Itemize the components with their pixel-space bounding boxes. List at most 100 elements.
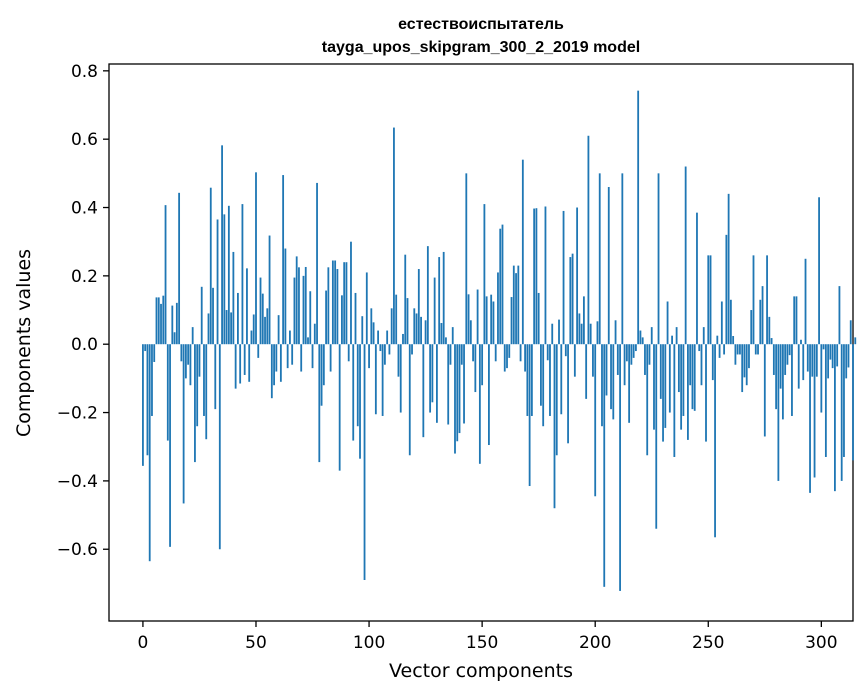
bar: [621, 173, 624, 345]
y-tick-label: 0.6: [71, 130, 98, 150]
bar: [569, 257, 572, 345]
bar: [784, 344, 787, 375]
bar: [659, 344, 662, 399]
bar: [169, 344, 171, 547]
bar: [257, 344, 260, 358]
bar: [246, 268, 248, 345]
bar: [635, 344, 637, 352]
bar: [383, 344, 386, 365]
bar: [546, 344, 549, 361]
bar: [696, 212, 698, 345]
bar: [668, 344, 671, 413]
bar: [800, 339, 802, 345]
bar: [777, 344, 780, 481]
bar: [160, 303, 162, 345]
bar: [675, 327, 678, 345]
bar: [757, 344, 759, 355]
bar: [227, 205, 230, 345]
bar: [293, 277, 296, 345]
bar: [166, 344, 169, 441]
bar: [499, 228, 502, 345]
bar: [521, 159, 524, 345]
bar: [691, 344, 694, 410]
bar: [582, 296, 585, 345]
bar: [653, 344, 655, 430]
bar: [524, 344, 526, 372]
bar: [727, 193, 730, 345]
bar: [625, 344, 628, 362]
bar: [687, 344, 689, 440]
bar: [845, 344, 848, 379]
bar: [490, 294, 493, 345]
bar: [530, 344, 533, 416]
chart-title-line2: tayga_upos_skipgram_300_2_2019 model: [322, 39, 640, 56]
bar: [268, 235, 271, 345]
bar: [225, 310, 228, 345]
bar: [313, 323, 316, 345]
bar: [711, 344, 714, 381]
bar: [203, 344, 205, 416]
bar: [739, 344, 741, 355]
bar: [298, 267, 300, 345]
bar: [772, 344, 775, 375]
bar: [673, 344, 676, 457]
bar: [718, 344, 721, 358]
bars-group: [142, 90, 857, 591]
y-tick-label: 0.8: [71, 62, 98, 82]
bar: [411, 344, 413, 355]
bar: [775, 344, 778, 410]
bar: [650, 327, 653, 345]
bar: [343, 262, 346, 345]
plot-area: [108, 63, 854, 622]
bar: [424, 320, 427, 345]
bar: [754, 344, 757, 355]
bar: [331, 260, 334, 345]
bar: [698, 344, 701, 352]
bar: [485, 296, 488, 345]
y-tick-label: 0.4: [71, 199, 98, 219]
bar: [399, 344, 402, 413]
bar: [146, 344, 149, 456]
bar: [761, 286, 764, 345]
bar: [671, 335, 673, 345]
bar: [316, 182, 318, 345]
bar: [564, 344, 567, 357]
bar: [302, 275, 305, 345]
bar: [361, 316, 364, 345]
bar: [612, 344, 615, 420]
bar: [270, 344, 273, 399]
bar: [843, 344, 845, 457]
bar: [275, 344, 278, 372]
bar: [266, 308, 269, 345]
bar: [472, 344, 474, 362]
bar: [415, 313, 418, 345]
bar: [422, 344, 425, 438]
bar: [144, 344, 147, 352]
bar: [592, 344, 594, 377]
bar: [770, 338, 773, 345]
bar: [393, 127, 395, 345]
bar: [852, 344, 854, 461]
bar: [510, 297, 513, 345]
y-tick-label: 0.2: [71, 267, 98, 287]
bar: [854, 337, 857, 345]
y-tick-label: 0.0: [71, 335, 98, 355]
bar: [693, 344, 696, 411]
x-tick-label: 250: [692, 633, 724, 653]
bar: [476, 289, 479, 345]
bar: [200, 286, 203, 345]
bar: [750, 310, 753, 345]
bar: [198, 344, 201, 377]
bar: [327, 267, 330, 345]
bar: [237, 292, 239, 345]
bar: [551, 323, 554, 345]
bar: [162, 295, 165, 345]
bar: [390, 308, 393, 345]
bar: [603, 344, 606, 587]
bar: [345, 262, 348, 345]
bar: [607, 187, 610, 345]
bar: [359, 344, 361, 459]
bar: [420, 316, 422, 345]
bar: [684, 166, 687, 345]
bar: [248, 344, 251, 382]
